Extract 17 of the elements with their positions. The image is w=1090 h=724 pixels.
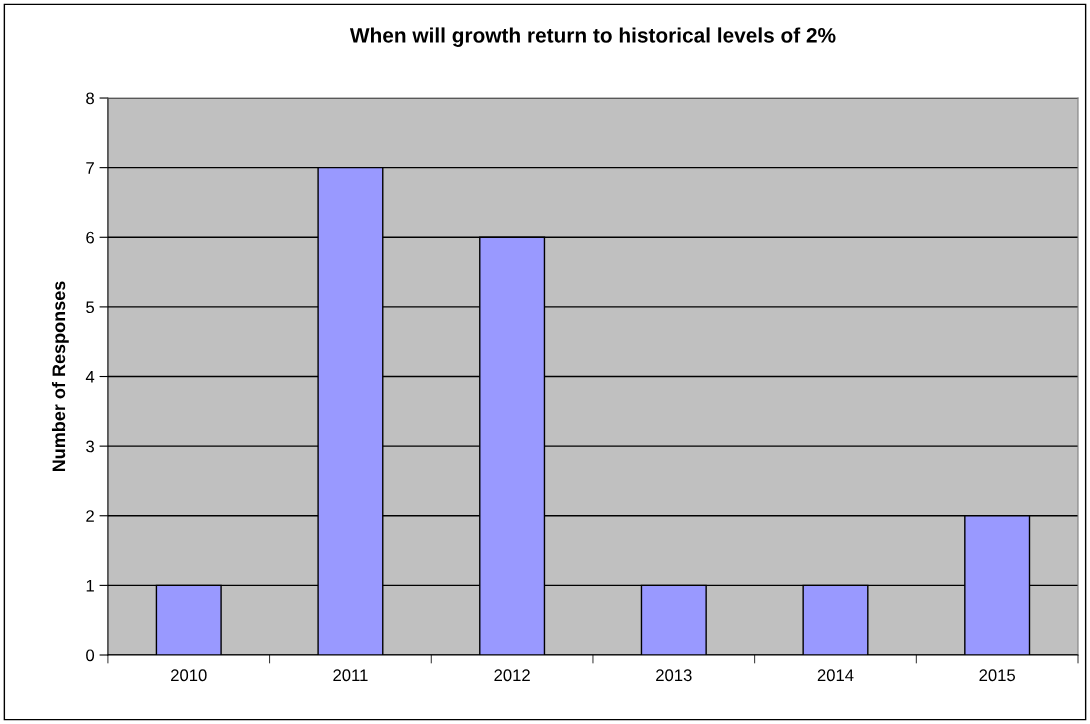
y-tick-label: 7 [86, 162, 94, 174]
y-tick-label: 2 [86, 510, 94, 522]
y-tick-label: 3 [86, 440, 94, 453]
x-tick-label: 2014 [817, 669, 854, 682]
y-tick-label: 6 [86, 231, 94, 244]
y-tick-label: 1 [86, 579, 94, 592]
x-tick-label: 2011 [333, 669, 368, 682]
y-axis-title: Number of Responses [51, 281, 69, 472]
y-tick-label: 0 [86, 649, 95, 662]
chart-title: When will growth return to historical levels of 2% [349, 27, 836, 47]
y-tick-label: 4 [85, 371, 95, 383]
y-tick-label: 8 [86, 92, 94, 105]
x-tick-label: 2015 [979, 669, 1016, 682]
x-tick-label: 2012 [494, 669, 530, 682]
y-tick-label: 5 [86, 301, 95, 314]
x-tick-label: 2013 [656, 669, 692, 682]
x-tick-label: 2010 [171, 669, 207, 682]
